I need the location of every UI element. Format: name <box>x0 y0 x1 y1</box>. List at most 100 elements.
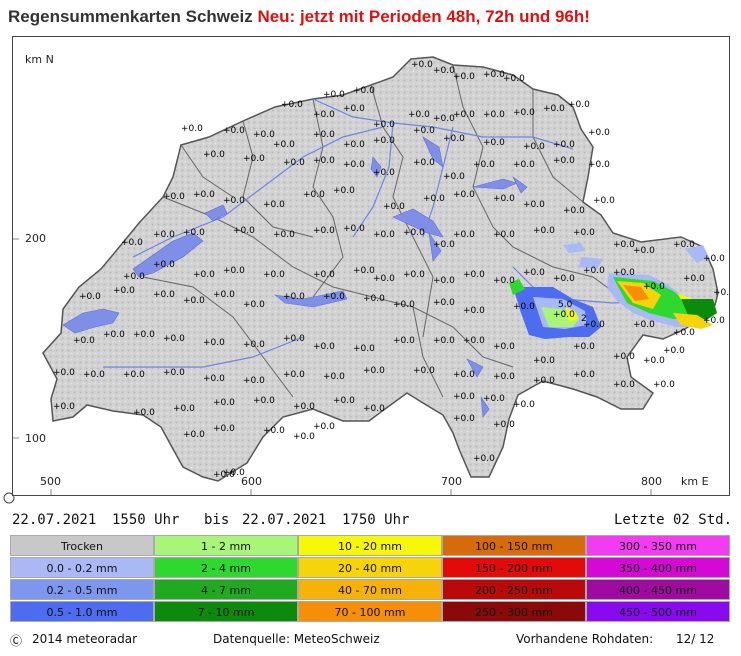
station-value: +0.0 <box>513 108 535 118</box>
station-value: +0.0 <box>533 376 555 386</box>
station-value: +0.0 <box>453 230 475 240</box>
legend-swatch: 1 - 2 mm <box>154 535 298 556</box>
station-value: +0.0 <box>493 420 515 430</box>
precipitation-map: +0.0 +0.0 +0.0 +0.0 +0.0 +0.0 +0.0 +0.0 +0.0 +0.0… <box>12 36 730 496</box>
station-value: +0.0 <box>403 270 425 280</box>
station-value: +0.0 <box>523 268 545 278</box>
map-canvas: +0.0 +0.0 +0.0 +0.0 +0.0 +0.0 +0.0 +0.0 +0.0 +0.0… <box>13 56 729 495</box>
legend-swatch: 0.0 - 0.2 mm <box>10 557 154 578</box>
station-value: +0.0 <box>313 226 335 236</box>
station-value: +0.0 <box>333 396 355 406</box>
to-date: 22.07.2021 <box>242 512 327 528</box>
station-value: +0.0 <box>533 356 555 366</box>
origin-marker-icon <box>3 492 15 504</box>
precipitation-legend: Trocken 0.0 - 0.2 mm 0.2 - 0.5 mm 0.5 - 1.0… <box>10 535 730 623</box>
station-value: +0.0 <box>433 66 455 76</box>
station-value: +0.0 <box>433 240 455 250</box>
station-value: +0.0 <box>213 398 235 408</box>
y-tick-label: 100 <box>25 432 46 445</box>
station-value: +0.0 <box>313 156 335 166</box>
station-value: +0.0 <box>153 230 175 240</box>
station-value: +0.0 <box>583 320 605 330</box>
legend-swatch: 0.5 - 1.0 mm <box>10 601 154 622</box>
x-tick-label: 800 <box>641 475 662 488</box>
station-value: +0.0 <box>503 74 525 84</box>
station-value: +0.0 <box>613 380 635 390</box>
station-value: +0.0 <box>233 226 255 236</box>
station-value: +0.0 <box>253 130 275 140</box>
station-value: +0.0 <box>513 302 535 312</box>
station-value: +0.0 <box>273 140 295 150</box>
station-value: +0.0 <box>373 136 395 146</box>
station-value: +0.0 <box>181 124 203 134</box>
station-value: +0.0 <box>493 194 515 204</box>
station-value: +0.0 <box>121 238 143 248</box>
precipitation-areas <box>509 243 717 339</box>
station-value: +0.0 <box>343 140 365 150</box>
station-value-special: 5.0 <box>558 300 573 310</box>
station-value: +0.0 <box>423 194 445 204</box>
station-value: +0.0 <box>433 336 455 346</box>
station-value: +0.0 <box>473 454 495 464</box>
station-value: +0.0 <box>323 292 345 302</box>
station-value: +0.0 <box>543 104 565 114</box>
station-value: +0.0 <box>493 230 515 240</box>
station-value: +0.0 <box>408 110 430 120</box>
station-value: +0.0 <box>383 202 405 212</box>
axis-unit-east: km E <box>681 475 709 488</box>
station-value: +0.0 <box>483 70 505 80</box>
map-grid <box>13 238 652 495</box>
legend-swatch: 350 - 400 mm <box>586 557 730 578</box>
station-value: +0.0 <box>73 336 95 346</box>
station-value: +0.0 <box>683 274 705 284</box>
station-value: +0.0 <box>343 104 365 114</box>
station-value: +0.0 <box>643 282 665 292</box>
station-value: +0.0 <box>463 270 485 280</box>
station-value: +0.0 <box>453 392 475 402</box>
station-value: +0.0 <box>313 270 335 280</box>
from-time: 1550 Uhr <box>112 512 180 528</box>
station-value: +0.0 <box>453 190 475 200</box>
station-value: +0.0 <box>453 110 475 120</box>
station-value: +0.0 <box>203 150 225 160</box>
period-separator: bis <box>204 512 230 528</box>
legend-swatch: 2 - 4 mm <box>154 557 298 578</box>
from-date: 22.07.2021 <box>12 512 97 528</box>
station-value: +0.0 <box>293 432 315 442</box>
station-value: +0.0 <box>483 394 505 404</box>
station-value: +0.0 <box>413 126 435 136</box>
station-value: +0.0 <box>613 268 635 278</box>
station-value: +0.0 <box>363 294 385 304</box>
station-value: +0.0 <box>243 154 265 164</box>
x-tick-label: 600 <box>241 475 262 488</box>
station-value: +0.0 <box>53 402 75 412</box>
station-value: +0.0 <box>673 240 695 250</box>
x-tick-label: 500 <box>40 475 61 488</box>
station-value: +0.0 <box>243 300 265 310</box>
station-value: +0.0 <box>493 342 515 352</box>
station-value: +0.0 <box>613 352 635 362</box>
station-value: +0.0 <box>281 100 303 110</box>
copyright-text: 2014 meteoradar <box>32 632 138 646</box>
station-value: +0.0 <box>283 370 305 380</box>
raw-data-label: Vorhandene Rohdaten: <box>516 632 654 646</box>
station-value: +0.0 <box>153 260 175 270</box>
station-value: +0.0 <box>343 224 365 234</box>
station-value: +0.0 <box>203 374 225 384</box>
station-value: +0.0 <box>243 376 265 386</box>
station-value: +0.0 <box>413 158 435 168</box>
station-value: +0.0 <box>553 156 575 166</box>
y-tick-label: 200 <box>25 232 46 245</box>
station-value: +0.0 <box>293 402 315 412</box>
lakes <box>62 136 528 418</box>
legend-swatch: 250 - 300 mm <box>442 601 586 622</box>
station-value: +0.0 <box>313 110 335 120</box>
station-value: +0.0 <box>133 408 155 418</box>
station-value: +0.0 <box>283 292 305 302</box>
footer: Ⓒ 2014 meteoradar Datenquelle: MeteoSchw… <box>0 632 741 652</box>
station-value: +0.0 <box>523 142 545 152</box>
station-value: +0.0 <box>373 274 395 284</box>
station-value: +0.0 <box>373 120 395 130</box>
x-tick-label: 700 <box>441 475 462 488</box>
legend-swatch: 20 - 40 mm <box>298 557 442 578</box>
